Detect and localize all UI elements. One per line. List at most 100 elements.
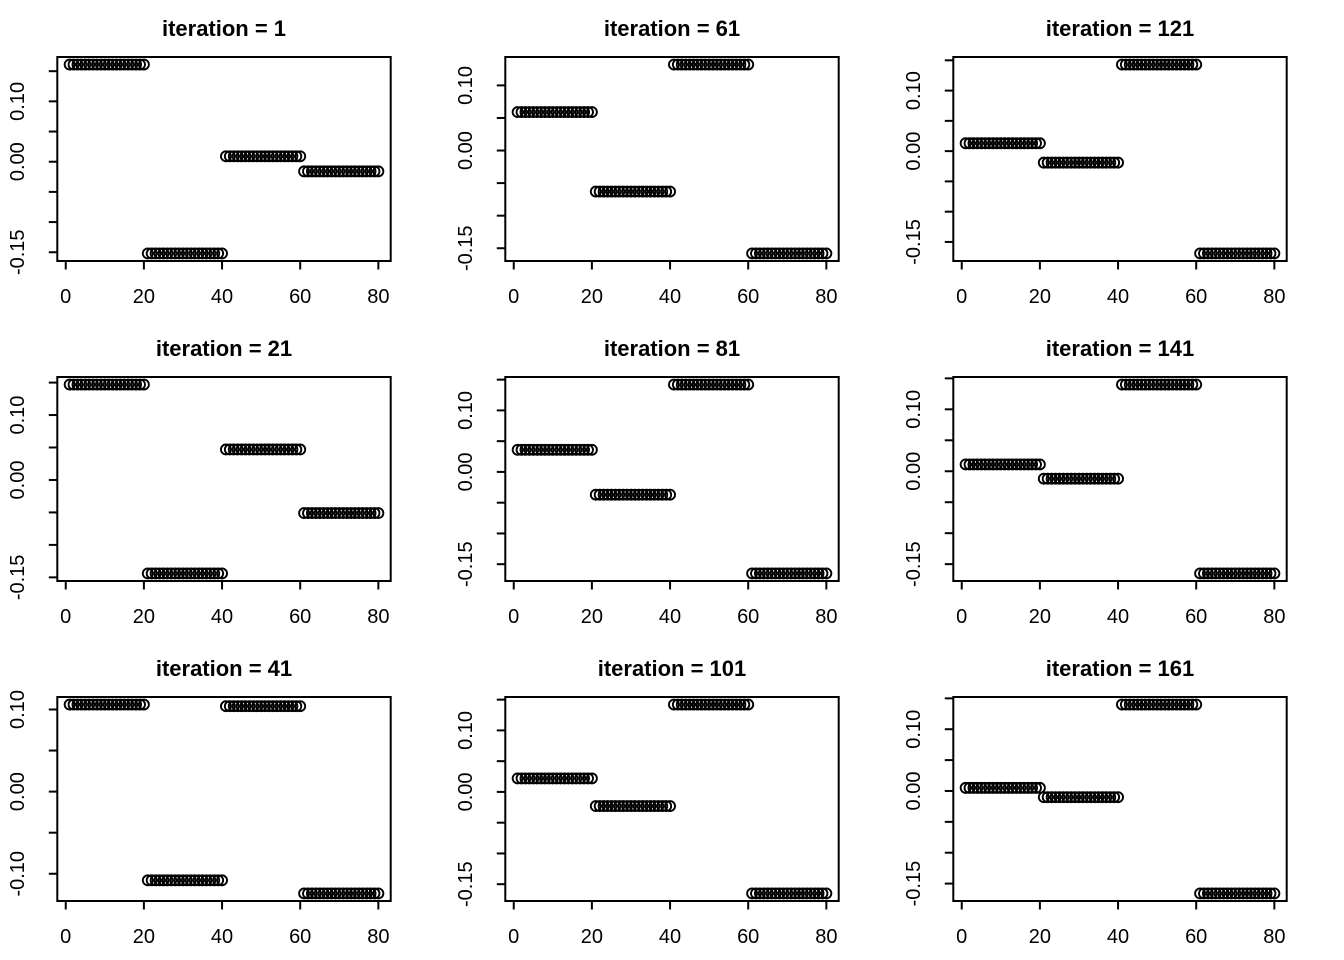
x-tick-label: 60 (1185, 926, 1207, 948)
data-point (578, 443, 591, 456)
data-point (200, 874, 213, 887)
data-point (1037, 472, 1050, 485)
data-point (1174, 698, 1187, 711)
data-point (223, 150, 236, 163)
y-tick-label: 0.10 (903, 710, 925, 749)
data-point (71, 378, 84, 391)
data-point (1182, 698, 1195, 711)
data-point (1065, 791, 1078, 804)
data-point (196, 567, 209, 580)
x-tick-label: 80 (1263, 606, 1285, 628)
data-point (114, 698, 127, 711)
y-tick-label: 0.00 (903, 452, 925, 491)
data-point (1213, 247, 1226, 260)
plot-canvas: iteration = 1 0.10 0.00 -0.15 0 20 40 60 80 (7, 16, 392, 308)
data-point (796, 567, 809, 580)
data-point (98, 698, 111, 711)
data-point (294, 443, 307, 456)
data-point (648, 800, 661, 813)
data-point (687, 698, 700, 711)
data-point (628, 488, 641, 501)
data-point (582, 772, 594, 785)
data-point (777, 247, 790, 260)
data-point (1073, 791, 1085, 804)
data-point (773, 887, 786, 900)
data-point (1162, 698, 1175, 711)
data-point (98, 58, 111, 71)
data-point (130, 58, 143, 71)
y-tick-label: 0.00 (7, 142, 29, 181)
x-axis: 0 20 40 60 80 (508, 581, 837, 628)
y-tick-label: 0.00 (455, 772, 477, 811)
plot-box (952, 696, 1288, 902)
data-point (785, 887, 798, 900)
data-point (656, 185, 669, 198)
data-point (309, 165, 322, 178)
data-point (75, 378, 88, 391)
data-point (305, 507, 318, 520)
data-point (566, 443, 579, 456)
data-point (777, 887, 790, 900)
y-tick-label: -0.15 (455, 225, 477, 271)
x-tick-label: 0 (956, 286, 967, 308)
y-tick-label: 0.00 (903, 772, 925, 811)
data-point (333, 165, 346, 178)
data-point (325, 887, 338, 900)
data-point (746, 247, 759, 260)
data-point (1151, 698, 1164, 711)
data-point (145, 567, 158, 580)
data-point (157, 874, 170, 887)
data-point (63, 698, 76, 711)
data-point (975, 781, 988, 794)
data-point (114, 58, 127, 71)
data-point (91, 378, 103, 391)
data-point (691, 698, 704, 711)
data-point (278, 150, 291, 163)
x-axis: 0 20 40 60 80 (956, 901, 1285, 948)
data-point (765, 887, 778, 900)
data-point (585, 106, 598, 119)
data-point (165, 874, 178, 887)
data-point (1217, 247, 1230, 260)
data-point (1018, 458, 1031, 471)
plot-box (56, 696, 392, 902)
data-point (1256, 247, 1269, 260)
data-point (671, 58, 684, 71)
plot-panel-iteration-41: iteration = 41 0.10 0.00 -0.10 0 20 40 60 80 (0, 640, 448, 960)
data-point (578, 772, 591, 785)
data-point (345, 887, 357, 900)
data-point (769, 567, 782, 580)
data-point (734, 58, 747, 71)
data-point (110, 698, 123, 711)
y-tick-label: -0.15 (455, 861, 477, 907)
data-point (1264, 567, 1277, 580)
data-point (1229, 567, 1242, 580)
data-point (270, 443, 283, 456)
data-point (1084, 472, 1097, 485)
data-point (1112, 472, 1124, 485)
data-point (356, 165, 369, 178)
data-point (1026, 458, 1039, 471)
data-point (812, 247, 825, 260)
data-point (679, 378, 692, 391)
data-point (1252, 247, 1265, 260)
data-point (337, 165, 350, 178)
data-point (110, 58, 123, 71)
data-point (710, 698, 723, 711)
data-point (585, 443, 598, 456)
data-point (1205, 567, 1218, 580)
data-point (726, 378, 739, 391)
plot-box (56, 56, 392, 262)
data-point (83, 378, 96, 391)
data-point (321, 887, 334, 900)
data-point (196, 874, 209, 887)
data-point (765, 247, 778, 260)
data-point (621, 800, 634, 813)
data-point (298, 507, 311, 520)
x-tick-label: 60 (737, 606, 759, 628)
x-tick-label: 80 (1263, 286, 1285, 308)
data-point (173, 247, 186, 260)
data-point (1131, 58, 1144, 71)
data-point (1147, 378, 1160, 391)
plot-panel-iteration-101: iteration = 101 0.10 0.00 -0.15 0 20 40 60 80 (448, 640, 896, 960)
